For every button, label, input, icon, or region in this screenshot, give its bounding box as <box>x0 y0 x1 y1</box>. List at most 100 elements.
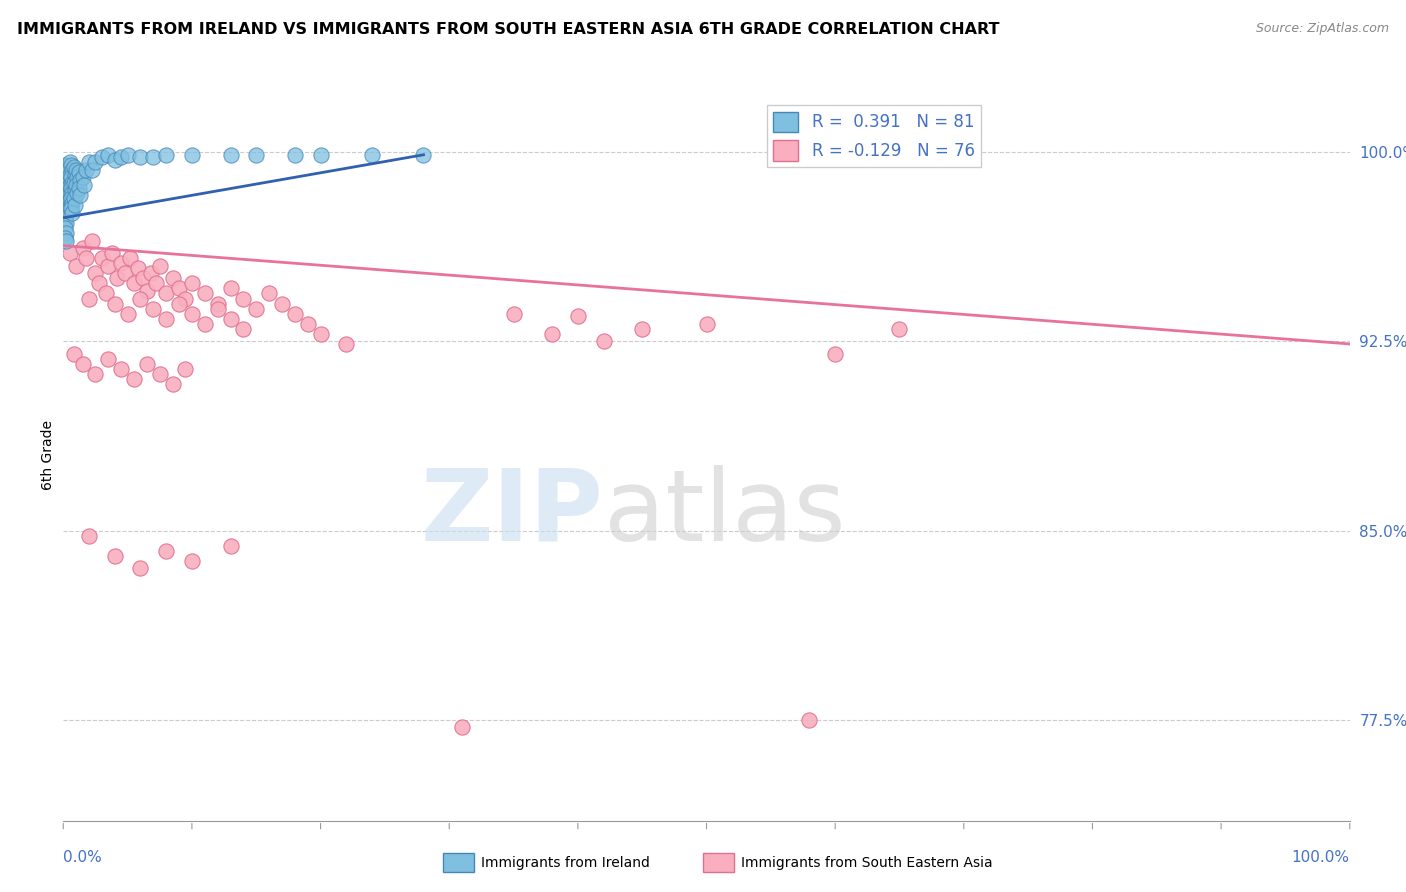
Point <box>97 352 120 367</box>
Point <box>62 347 84 361</box>
Point <box>58 173 80 187</box>
Point <box>219 281 242 295</box>
Point <box>297 317 319 331</box>
Point <box>53 195 76 210</box>
Point <box>56 165 79 179</box>
Point <box>58 195 80 210</box>
Point <box>60 195 83 210</box>
Point <box>142 150 165 164</box>
Point <box>59 246 82 260</box>
Point <box>335 337 357 351</box>
Point <box>110 362 132 376</box>
Point <box>67 180 90 194</box>
Y-axis label: 6th Grade: 6th Grade <box>41 420 55 490</box>
Point <box>55 180 77 194</box>
Point <box>232 292 254 306</box>
Point <box>155 286 177 301</box>
Point <box>271 296 294 310</box>
Point <box>194 317 217 331</box>
Point <box>117 148 139 162</box>
Point <box>59 193 82 207</box>
Point <box>219 148 242 162</box>
Point <box>110 150 132 164</box>
Point <box>541 326 564 341</box>
Point <box>120 251 142 265</box>
Point <box>284 148 307 162</box>
Point <box>65 259 87 273</box>
Point <box>122 277 145 291</box>
Point <box>56 203 79 218</box>
Point <box>53 213 76 227</box>
Point <box>232 322 254 336</box>
Point <box>114 266 136 280</box>
Text: ZIP: ZIP <box>420 465 603 562</box>
Point <box>60 186 83 200</box>
Point <box>219 311 242 326</box>
Point <box>155 311 177 326</box>
Point <box>59 191 82 205</box>
Text: atlas: atlas <box>603 465 845 562</box>
Point <box>55 226 77 240</box>
Point <box>155 543 177 558</box>
Point <box>55 201 77 215</box>
Point <box>53 231 76 245</box>
Point <box>84 368 107 382</box>
Text: Source: ZipAtlas.com: Source: ZipAtlas.com <box>1256 22 1389 36</box>
Point <box>309 326 332 341</box>
Point <box>155 148 177 162</box>
Point <box>72 170 94 185</box>
Point <box>55 176 77 190</box>
Point <box>105 271 128 285</box>
Point <box>245 148 267 162</box>
Point <box>59 201 82 215</box>
Point <box>53 203 76 218</box>
Point <box>129 150 152 164</box>
Point <box>799 713 821 727</box>
Point <box>56 183 79 197</box>
Point <box>97 259 120 273</box>
Point <box>58 180 80 194</box>
Point <box>104 549 127 563</box>
Point <box>464 831 486 846</box>
Point <box>631 322 654 336</box>
Point <box>63 183 86 197</box>
Point <box>110 256 132 270</box>
Text: 100.0%: 100.0% <box>1292 850 1350 865</box>
Point <box>59 158 82 172</box>
Point <box>67 165 90 179</box>
Point <box>174 362 197 376</box>
Point <box>889 322 911 336</box>
Point <box>60 206 83 220</box>
Point <box>101 246 124 260</box>
Point <box>94 286 117 301</box>
Point <box>59 168 82 182</box>
Point <box>59 170 82 185</box>
Point <box>56 188 79 202</box>
Point <box>75 162 97 177</box>
Point <box>59 178 82 192</box>
Text: Immigrants from South Eastern Asia: Immigrants from South Eastern Asia <box>741 855 993 870</box>
Point <box>56 198 79 212</box>
Point <box>62 176 84 190</box>
Point <box>58 203 80 218</box>
Point <box>77 528 100 542</box>
Point <box>56 173 79 187</box>
Point <box>66 186 89 200</box>
Point <box>62 161 84 175</box>
Point <box>90 251 112 265</box>
Point <box>181 307 204 321</box>
Point <box>135 284 157 298</box>
Point <box>55 216 77 230</box>
Point <box>53 158 76 172</box>
Point <box>55 208 77 222</box>
Point <box>284 307 307 321</box>
Point <box>824 347 846 361</box>
Point <box>55 162 77 177</box>
Point <box>59 186 82 200</box>
Point <box>219 539 242 553</box>
Point <box>60 162 83 177</box>
Point <box>90 150 112 164</box>
Point <box>63 198 86 212</box>
Point <box>55 234 77 248</box>
Point <box>122 372 145 386</box>
